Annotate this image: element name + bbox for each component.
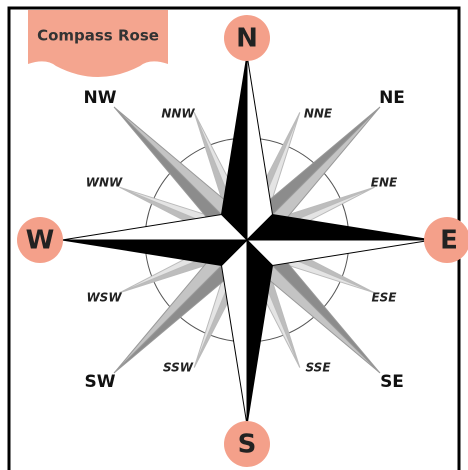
intercardinal-label: NW bbox=[84, 88, 117, 108]
cardinal-label: S bbox=[238, 430, 257, 460]
rose bbox=[62, 55, 432, 425]
compass-rose-diagram: Compass Rose N E S W NE SE SW NW NNE ENE… bbox=[0, 0, 468, 470]
title: Compass Rose bbox=[37, 27, 159, 45]
secondary-label: NNW bbox=[161, 107, 195, 121]
secondary-label: NNE bbox=[304, 107, 333, 121]
intercardinal-label: SE bbox=[380, 372, 404, 392]
secondary-label: ESE bbox=[371, 291, 397, 305]
cardinal-label: E bbox=[440, 226, 458, 256]
secondary-label: WNW bbox=[86, 176, 123, 190]
cardinal-label: N bbox=[236, 24, 258, 54]
intercardinal-label: SW bbox=[85, 372, 116, 392]
secondary-label: SSW bbox=[163, 361, 194, 375]
secondary-label: ENE bbox=[371, 176, 398, 190]
cardinal-label: W bbox=[26, 226, 55, 256]
secondary-label: WSW bbox=[86, 291, 122, 305]
intercardinal-label: NE bbox=[379, 88, 405, 108]
secondary-label: SSE bbox=[305, 361, 331, 375]
